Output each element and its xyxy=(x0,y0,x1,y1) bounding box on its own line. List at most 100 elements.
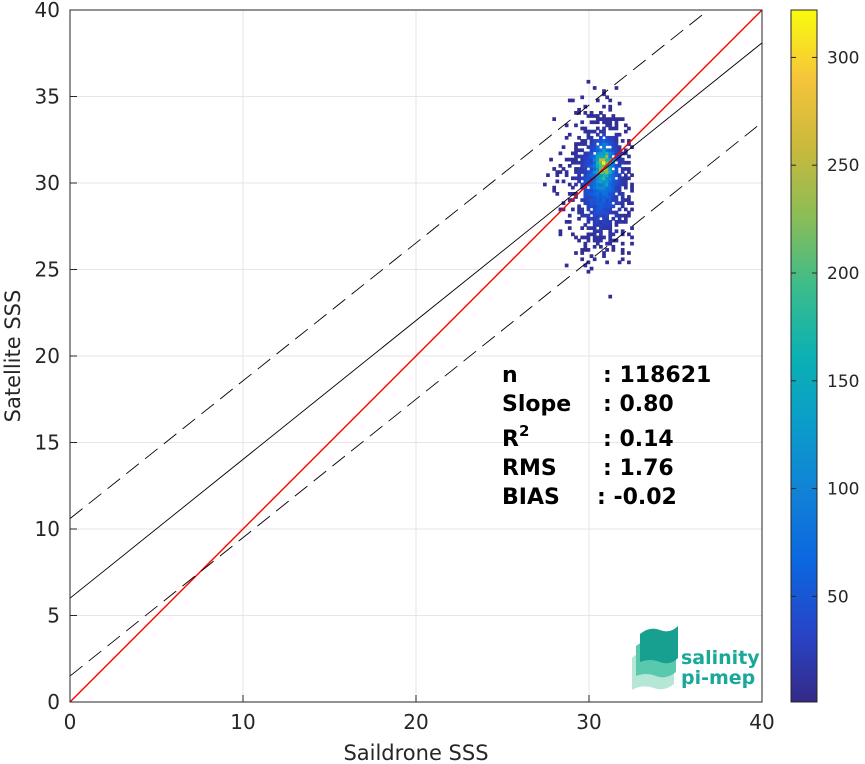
density-cell xyxy=(599,229,603,234)
density-cell xyxy=(623,207,628,212)
density-cell xyxy=(602,201,606,206)
density-cell xyxy=(602,226,606,230)
density-cell xyxy=(586,198,591,202)
density-cell xyxy=(583,142,588,146)
density-cell xyxy=(571,232,575,237)
density-cell xyxy=(599,191,603,196)
y-tick-label: 40 xyxy=(35,0,60,22)
density-cell xyxy=(567,226,572,230)
density-cell xyxy=(564,157,569,162)
density-cell xyxy=(614,126,619,131)
density-cell xyxy=(608,191,613,196)
density-cell xyxy=(586,145,591,149)
density-cell xyxy=(592,204,597,209)
density-cell xyxy=(574,182,578,187)
density-cell xyxy=(627,160,631,165)
density-cell xyxy=(611,114,616,118)
density-cell xyxy=(561,201,566,206)
density-cell xyxy=(605,226,609,230)
density-cell xyxy=(577,167,581,171)
density-cell xyxy=(542,182,547,187)
density-cell xyxy=(595,176,600,181)
density-cell xyxy=(567,132,572,137)
density-cell xyxy=(599,185,603,190)
density-cell xyxy=(617,117,622,121)
density-cell xyxy=(586,220,591,224)
density-cell xyxy=(577,107,581,112)
density-cell xyxy=(620,182,625,187)
density-cell xyxy=(608,210,613,215)
density-cell xyxy=(595,163,600,168)
density-cell xyxy=(605,139,609,143)
stat-label: R2 xyxy=(502,422,529,452)
density-cell xyxy=(608,204,613,209)
density-cell xyxy=(583,244,588,249)
density-cell xyxy=(567,191,572,196)
density-cell xyxy=(620,213,625,218)
colorbar-tick-label: 300 xyxy=(827,48,859,68)
density-cell xyxy=(611,188,616,193)
density-cell xyxy=(602,120,606,125)
density-cell xyxy=(623,148,628,153)
density-cell xyxy=(595,195,600,199)
density-cell xyxy=(552,167,557,171)
density-cell xyxy=(577,160,581,165)
density-cell xyxy=(617,191,622,196)
density-cell xyxy=(602,89,606,93)
density-cell xyxy=(589,163,594,168)
statistics-box: n: 118621 Slope: 0.80 R2: 0.14 RMS: 1.76 BIA… xyxy=(502,363,711,510)
density-cell xyxy=(583,198,588,202)
density-cell xyxy=(620,151,625,156)
density-cell xyxy=(589,151,594,156)
density-cell xyxy=(627,176,631,181)
density-cell xyxy=(592,226,597,230)
density-cell xyxy=(595,114,600,118)
density-cell xyxy=(605,182,609,187)
density-cell xyxy=(605,160,609,165)
colorbar xyxy=(790,9,818,703)
density-cell xyxy=(589,254,594,258)
density-cell xyxy=(605,95,609,100)
density-cell xyxy=(605,241,609,246)
density-cell xyxy=(583,160,588,165)
density-cell xyxy=(605,213,609,218)
density-cell xyxy=(623,151,628,156)
density-cell xyxy=(574,176,578,181)
density-cell xyxy=(574,167,578,171)
density-cell xyxy=(586,157,591,162)
density-cell xyxy=(602,154,606,159)
density-cell xyxy=(611,216,616,221)
density-cell xyxy=(611,204,616,209)
density-cell xyxy=(583,154,588,159)
density-cell xyxy=(605,195,609,199)
x-axis-label: Saildrone SSS xyxy=(343,741,488,764)
density-cell xyxy=(602,126,606,131)
density-cell xyxy=(630,173,634,178)
density-cell xyxy=(602,223,606,227)
density-cell xyxy=(617,145,622,149)
density-cell xyxy=(605,185,609,190)
density-cell xyxy=(595,157,600,162)
density-cell xyxy=(627,154,631,159)
density-cell xyxy=(599,238,603,243)
density-cell xyxy=(614,135,619,140)
density-cell xyxy=(605,188,609,193)
density-cell xyxy=(589,216,594,221)
density-cell xyxy=(583,223,588,227)
density-cell xyxy=(602,207,606,212)
density-cell xyxy=(611,244,616,249)
x-tick-label: 30 xyxy=(576,710,601,734)
density-cell xyxy=(620,204,625,209)
density-cell xyxy=(630,201,634,206)
density-cell xyxy=(605,154,609,159)
density-cell xyxy=(595,170,600,174)
density-cell xyxy=(623,185,628,190)
density-cell xyxy=(620,195,625,199)
density-cell xyxy=(580,248,585,252)
density-cell xyxy=(602,92,606,97)
density-cell xyxy=(599,173,603,178)
stat-value: : -0.02 xyxy=(597,485,677,510)
density-cell xyxy=(586,216,591,221)
density-cell xyxy=(623,220,628,224)
